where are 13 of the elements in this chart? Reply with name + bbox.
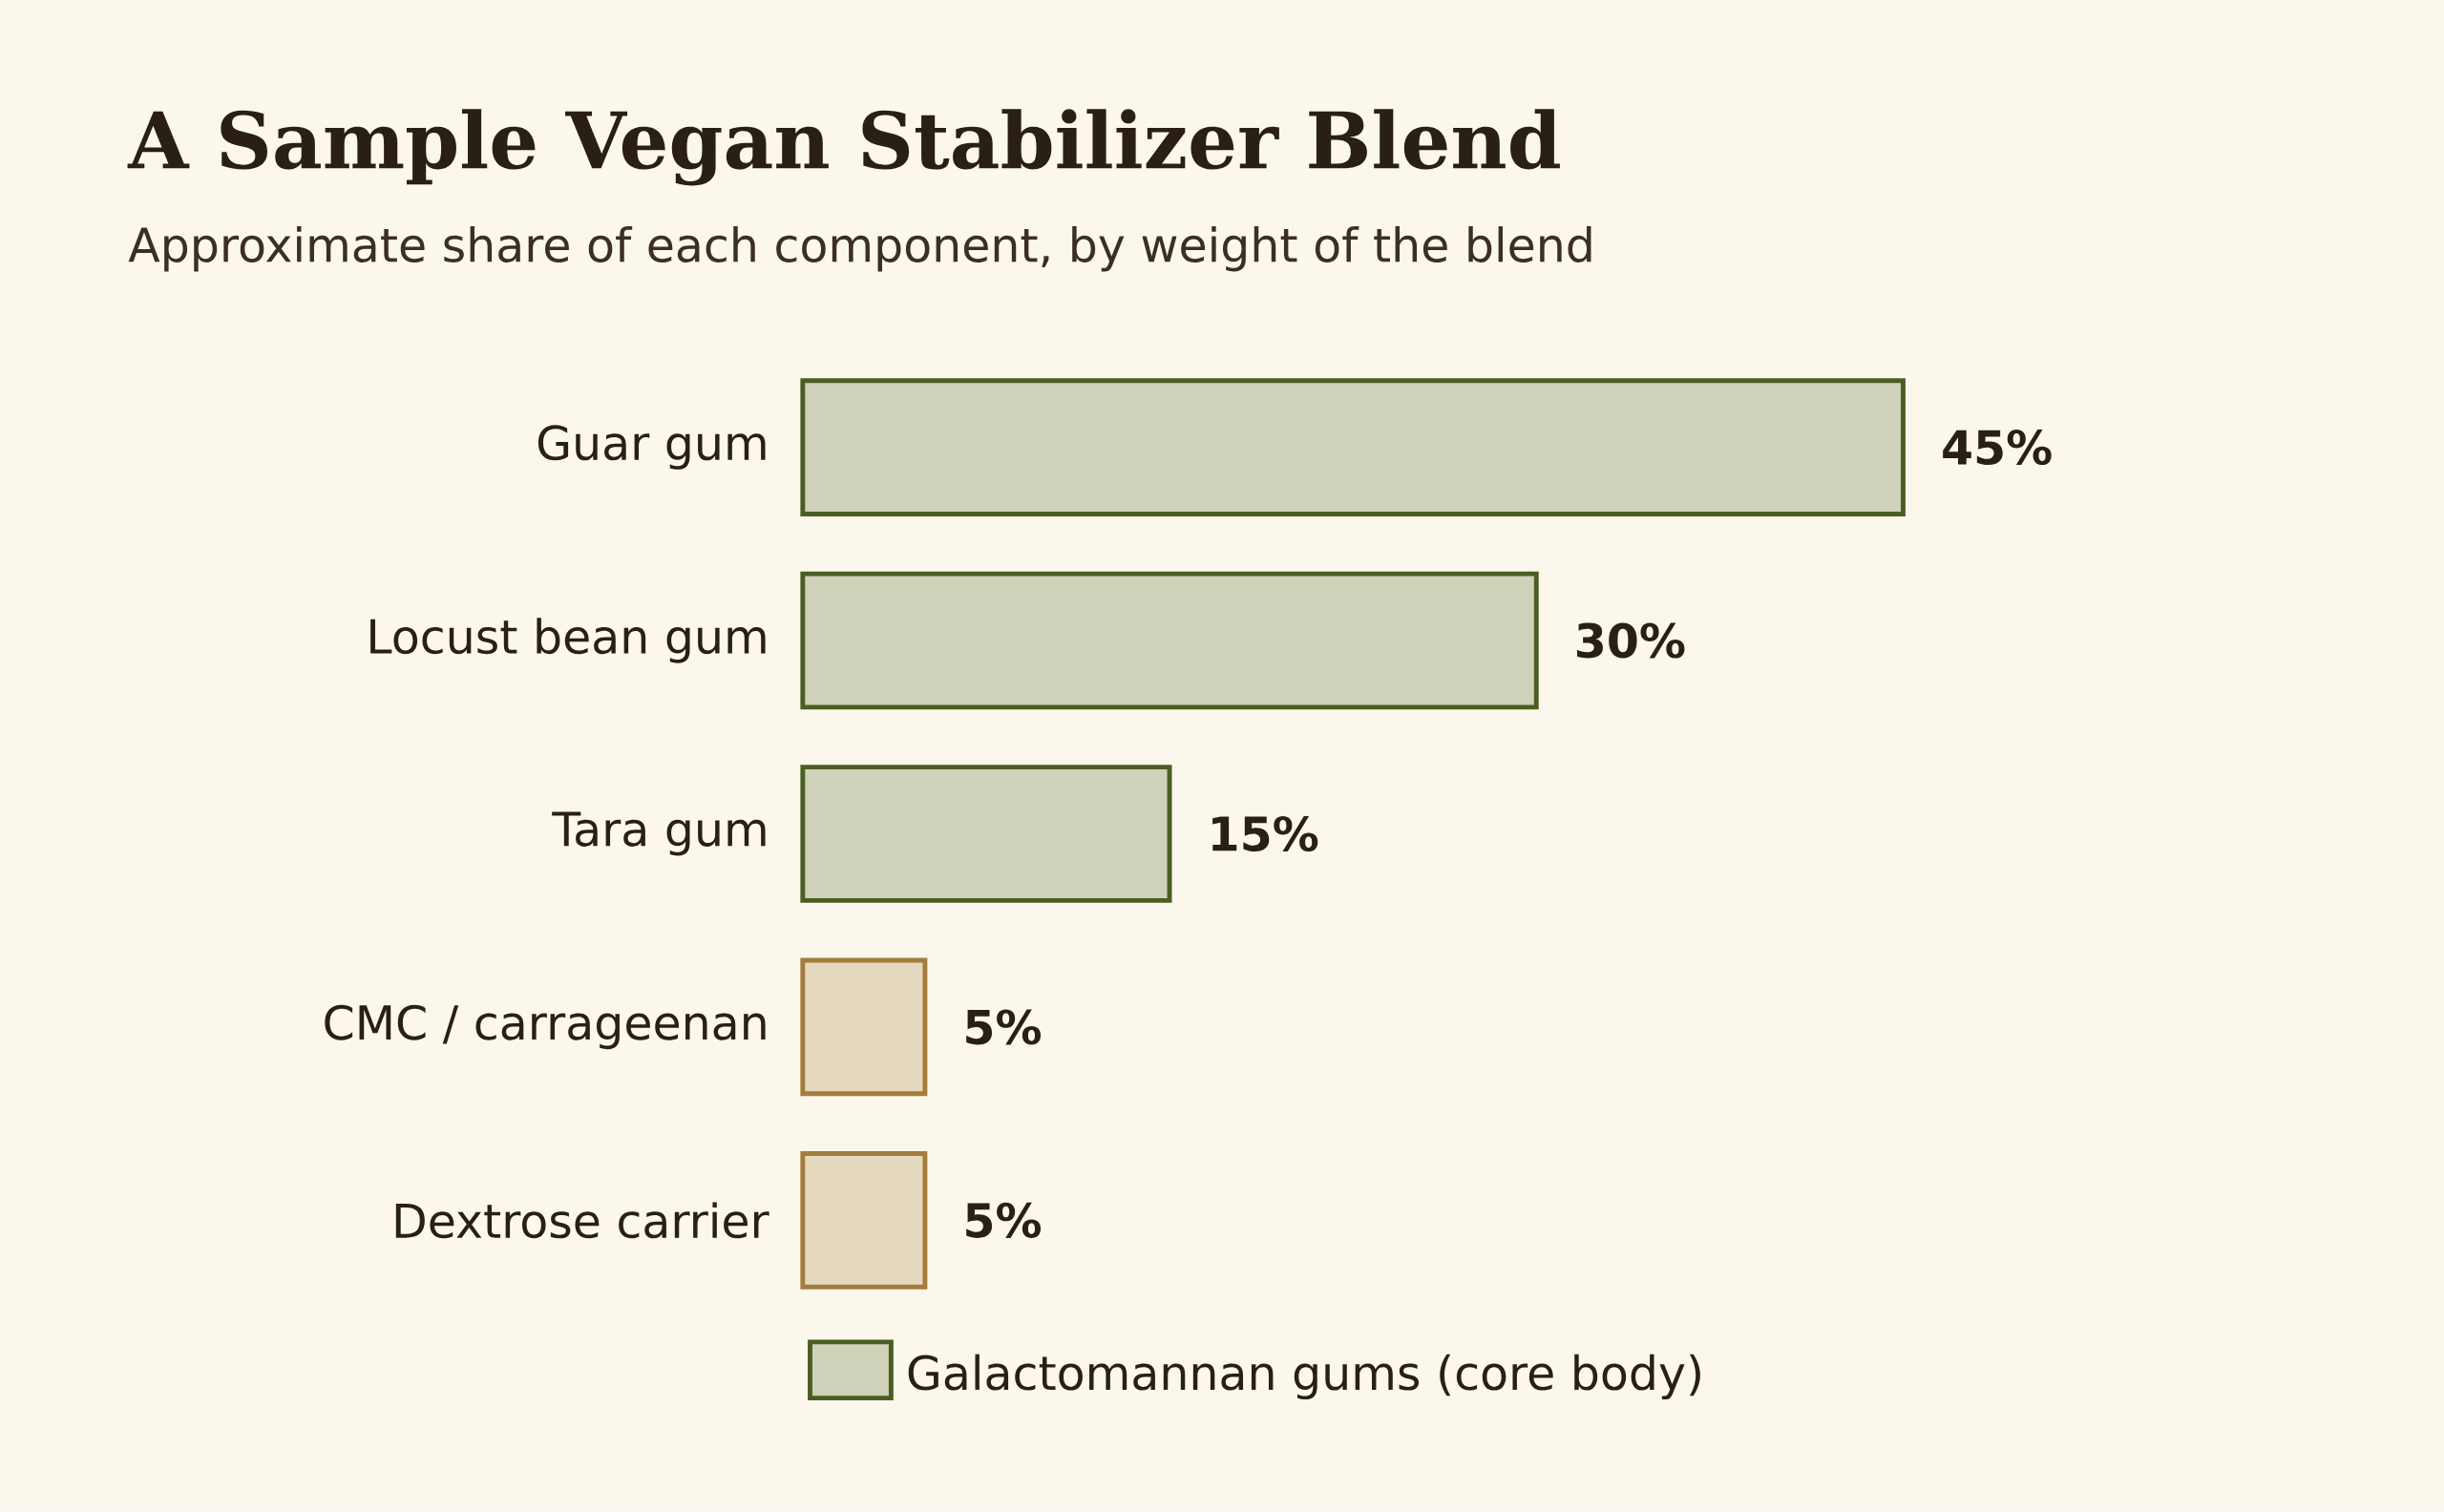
data-label: 45% — [1943, 430, 2052, 466]
data-label: 30% — [1577, 622, 1685, 659]
y-tick-label: Locust bean gum — [370, 618, 766, 663]
legend-label: Galactomannan gums (core body) — [908, 1354, 1700, 1400]
data-label: 15% — [1212, 816, 1318, 852]
y-tick-label: Dextrose carrier — [395, 1202, 769, 1239]
data-label: 5% — [966, 1009, 1042, 1045]
y-tick-label: CMC / carrageenan — [325, 1004, 766, 1050]
y-tick-label: Guar gum — [537, 425, 766, 470]
chart-title: A Sample Vegan Stabilizer Blend — [127, 109, 1560, 186]
y-tick-label: Tara gum — [552, 811, 766, 856]
data-label: 5% — [966, 1203, 1042, 1239]
chart-subtitle: Approximate share of each component, by weight of the blend — [128, 226, 1591, 272]
